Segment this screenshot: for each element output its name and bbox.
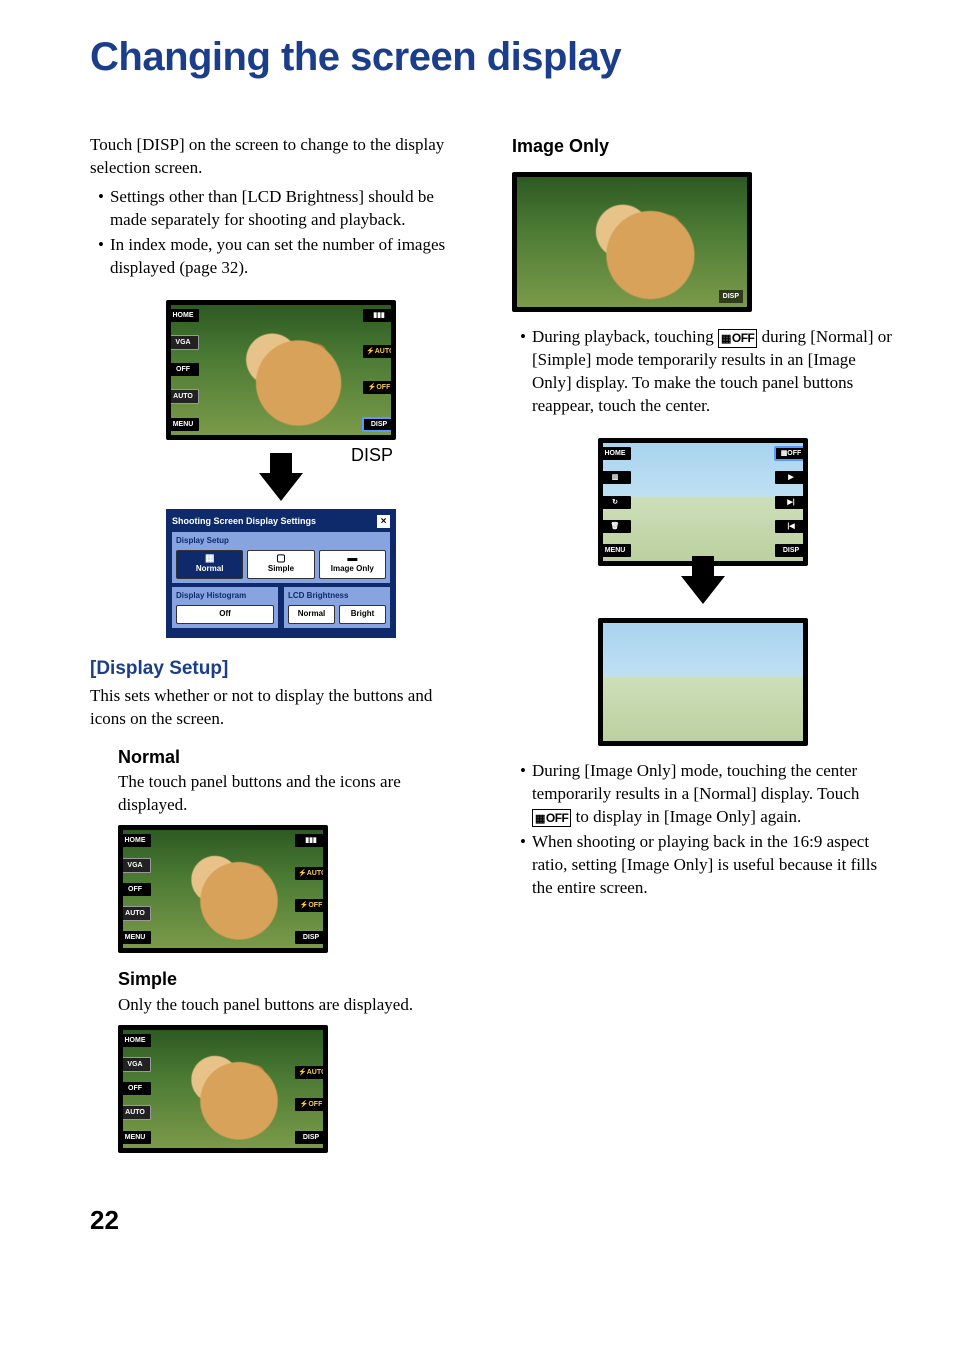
left-column: Touch [DISP] on the screen to change to …	[90, 134, 472, 1153]
disp-button[interactable]: DISP	[295, 1131, 323, 1144]
lcd-mock-simple: HOME VGA OFF AUTO MENU x ⚡AUTO ⚡OFF DISP	[118, 1025, 328, 1153]
page-title: Changing the screen display	[90, 30, 894, 84]
menu-button[interactable]: MENU	[123, 931, 151, 944]
lcd-mock-normal: HOME VGA OFF AUTO MENU ▮▮▮ ⚡AUTO ⚡OFF DI…	[118, 825, 328, 953]
menu-button[interactable]: MENU	[123, 1131, 151, 1144]
disp-button[interactable]: DISP	[775, 544, 803, 557]
mode-normal-heading: Normal	[118, 745, 472, 769]
flash-auto-icon[interactable]: ⚡AUTO	[295, 867, 323, 880]
trash-icon[interactable]: 🗑	[603, 520, 631, 533]
page-number: 22	[90, 1203, 894, 1238]
lcd-mock-playback-normal: HOME ▥ ↻ 🗑 MENU ▦OFF ▶ ▶| |◀ DISP	[598, 438, 808, 566]
lcd-mock-shooting-normal: HOME VGA OFF AUTO MENU ▮▮▮ ⚡AUTO ⚡OFF DI…	[166, 300, 396, 440]
auto-icon: AUTO	[123, 906, 151, 921]
menu-button[interactable]: MENU	[171, 418, 199, 431]
menu-button[interactable]: MENU	[603, 544, 631, 557]
option-simple[interactable]: ▢Simple	[247, 550, 314, 579]
auto-icon: AUTO	[171, 389, 199, 404]
display-settings-panel: Shooting Screen Display Settings × Displ…	[166, 509, 396, 638]
mode-simple-heading: Simple	[118, 967, 472, 991]
lcd-mock-playback-imageonly	[598, 618, 808, 746]
flash-off-icon[interactable]: ⚡OFF	[295, 899, 323, 912]
flash-auto-icon[interactable]: ⚡AUTO	[363, 345, 391, 358]
play-icon[interactable]: ▶	[775, 471, 803, 484]
display-setup-desc: This sets whether or not to display the …	[90, 685, 472, 731]
mode-imageonly-heading: Image Only	[512, 134, 894, 158]
flash-auto-icon[interactable]: ⚡AUTO	[295, 1066, 323, 1079]
arrow-down-icon	[259, 473, 303, 501]
close-icon[interactable]: ×	[377, 515, 390, 529]
right-column: Image Only DISP During playback, touchin…	[512, 134, 894, 1153]
next-icon[interactable]: ▶|	[775, 496, 803, 509]
option-normal[interactable]: ▦Normal	[176, 550, 243, 579]
vga-icon: VGA	[171, 335, 199, 350]
disp-chip[interactable]: DISP	[719, 290, 743, 303]
bullet-text: When shooting or playing back in the 16:…	[532, 831, 894, 900]
bullet-text: In index mode, you can set the number of…	[110, 234, 472, 280]
option-brightness-bright[interactable]: Bright	[339, 605, 386, 624]
flash-off-icon[interactable]: ⚡OFF	[363, 381, 391, 394]
vga-icon: VGA	[123, 858, 151, 873]
off-icon: OFF	[171, 363, 199, 376]
off-icon: OFF	[123, 1082, 151, 1095]
off-icon: OFF	[123, 883, 151, 896]
panel-title: Shooting Screen Display Settings	[172, 515, 316, 529]
mode-normal-desc: The touch panel buttons and the icons ar…	[118, 771, 472, 817]
battery-icon: ▮▮▮	[363, 309, 391, 322]
overlay-off-icon: OFF	[718, 329, 757, 348]
bullet-text: Settings other than [LCD Brightness] sho…	[110, 186, 472, 232]
panel-group-label: Display Histogram	[176, 591, 274, 602]
panel-group-label: LCD Brightness	[288, 591, 386, 602]
imageonly-notes-2: During [Image Only] mode, touching the c…	[512, 760, 894, 900]
home-button[interactable]: HOME	[171, 309, 199, 322]
mode-simple-desc: Only the touch panel buttons are display…	[118, 994, 472, 1017]
home-button[interactable]: HOME	[123, 1034, 151, 1047]
disp-button[interactable]: DISP	[363, 418, 391, 431]
battery-icon: ▮▮▮	[295, 834, 323, 847]
imageonly-note-1: During playback, touching OFF during [No…	[512, 326, 894, 418]
option-histogram-off[interactable]: Off	[176, 605, 274, 624]
disp-button[interactable]: DISP	[295, 931, 323, 944]
rotate-icon[interactable]: ↻	[603, 496, 631, 509]
bullet-text: During playback, touching OFF during [No…	[532, 326, 894, 418]
display-setup-heading: [Display Setup]	[90, 656, 472, 682]
home-button[interactable]: HOME	[603, 447, 631, 460]
bullet-text: During [Image Only] mode, touching the c…	[532, 760, 894, 829]
overlay-off-button[interactable]: ▦OFF	[775, 447, 803, 460]
home-button[interactable]: HOME	[123, 834, 151, 847]
index-icon[interactable]: ▥	[603, 471, 631, 484]
intro-text: Touch [DISP] on the screen to change to …	[90, 134, 472, 180]
option-brightness-normal[interactable]: Normal	[288, 605, 335, 624]
lcd-mock-image-only: DISP	[512, 172, 752, 312]
flash-off-icon[interactable]: ⚡OFF	[295, 1098, 323, 1111]
arrow-down-icon	[681, 576, 725, 604]
overlay-off-icon: OFF	[532, 809, 571, 828]
vga-icon: VGA	[123, 1057, 151, 1072]
panel-group-label: Display Setup	[176, 536, 386, 547]
intro-bullets: Settings other than [LCD Brightness] sho…	[90, 186, 472, 280]
option-image-only[interactable]: ▬Image Only	[319, 550, 386, 579]
auto-icon: AUTO	[123, 1105, 151, 1120]
prev-icon[interactable]: |◀	[775, 520, 803, 533]
